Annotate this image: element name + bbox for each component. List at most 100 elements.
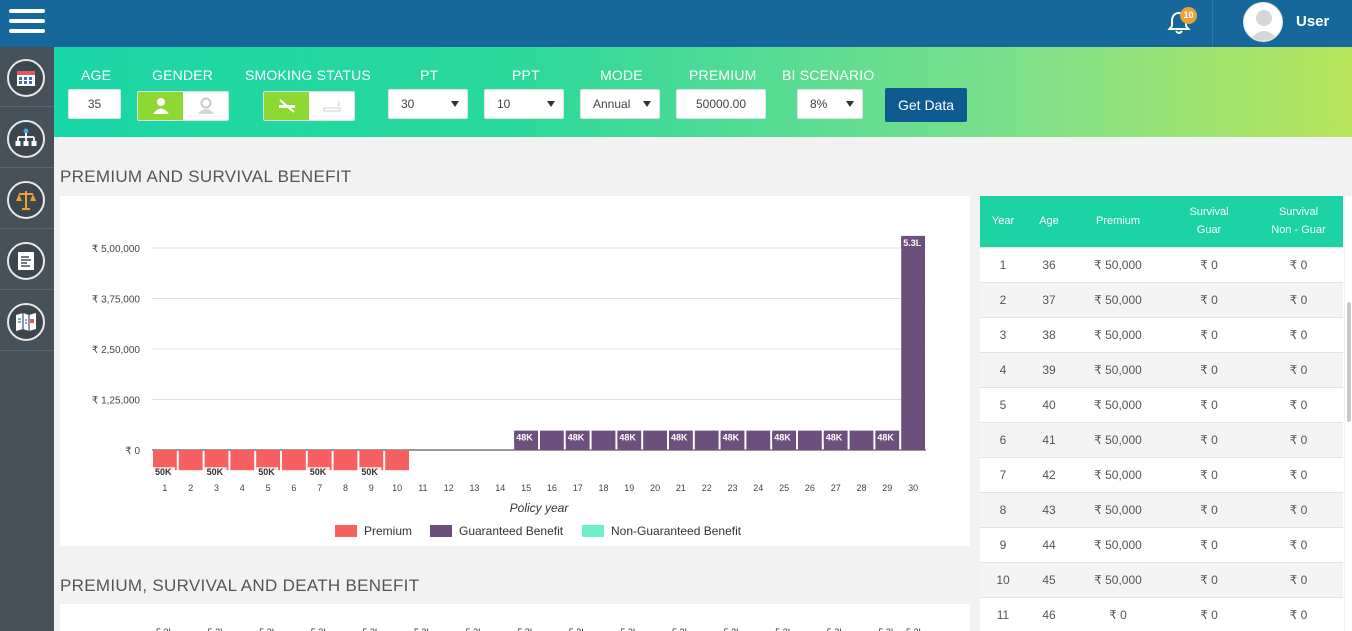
x-tick-label: 22 [702, 483, 712, 493]
age-input[interactable]: 35 [68, 89, 121, 119]
pt-label: PT [420, 67, 439, 83]
x-tick-label: 13 [469, 483, 479, 493]
table-cell: 10 [980, 561, 1026, 597]
table-header-cell: Survival Guar [1164, 196, 1254, 247]
sidebar-item-compare[interactable] [0, 169, 54, 229]
table-cell: 45 [1026, 561, 1072, 597]
table-cell: ₹ 0 [1164, 316, 1254, 352]
chart2-title: PREMIUM, SURVIVAL AND DEATH BENEFIT [60, 576, 420, 595]
menu-icon[interactable] [9, 9, 45, 35]
data-label-background [875, 432, 898, 443]
avatar[interactable] [1243, 2, 1283, 42]
x-tick-label: 25 [779, 483, 789, 493]
data-label: 48K [877, 433, 894, 443]
benefit-table: Year Age Premium Survival Guar Survival Non - … [980, 196, 1344, 631]
mode-value: Annual [593, 97, 631, 111]
x-tick-label: 21 [676, 483, 686, 493]
data-label: 5.3L [466, 627, 484, 631]
pt-select[interactable]: 30 [388, 89, 468, 119]
bar [694, 430, 719, 450]
calendar-icon [17, 71, 35, 86]
x-tick-label: 30 [908, 483, 918, 493]
table-cell: 40 [1026, 386, 1072, 422]
sidebar-item-hierarchy[interactable] [0, 108, 54, 168]
smoker-option[interactable] [309, 92, 354, 120]
pt-value: 30 [401, 97, 415, 111]
bi-scenario-select[interactable]: 8% [797, 89, 863, 119]
table-cell: 5 [980, 386, 1026, 422]
gender-female-option[interactable] [183, 92, 228, 120]
cigarette-icon [323, 100, 340, 112]
table-cell: 41 [1026, 421, 1072, 457]
non-smoker-option[interactable] [264, 92, 309, 120]
ppt-select[interactable]: 10 [484, 89, 564, 119]
table-cell: ₹ 50,000 [1072, 246, 1164, 282]
get-data-button[interactable]: Get Data [885, 88, 967, 122]
table-cell: ₹ 50,000 [1072, 316, 1164, 352]
data-label-background [565, 432, 588, 443]
sidebar-item-calendar[interactable] [0, 47, 54, 107]
table-row: 1 36 ₹ 50,000 ₹ 0 ₹ 0 [980, 246, 1343, 282]
table-header-row: Year Age Premium Survival Guar Survival Non - … [980, 196, 1343, 247]
x-tick-label: 29 [882, 483, 892, 493]
legend-swatch [430, 525, 452, 537]
no-smoking-icon [278, 99, 295, 113]
bar [385, 450, 409, 471]
data-label: 48K [723, 433, 740, 443]
bar [746, 430, 771, 450]
x-tick-label: 14 [495, 483, 505, 493]
y-tick-label: ₹ 2,50,000 [92, 345, 141, 356]
data-label: 5.3L [517, 627, 535, 631]
x-axis-label: Policy year [510, 501, 570, 515]
table-cell: ₹ 50,000 [1072, 456, 1164, 492]
user-name[interactable]: User [1296, 13, 1330, 30]
table-cell: 36 [1026, 246, 1072, 282]
document-icon [18, 252, 34, 270]
y-tick-label: ₹ 5,00,000 [92, 244, 141, 255]
table-cell: 43 [1026, 491, 1072, 527]
table-cell: ₹ 0 [1254, 421, 1343, 457]
premium-survival-death-chart-card: 5.3L 5.3L 5.3L 5.3L 5.3L 5.3L 5.3L 5.3L 5.3L 5.3L… [60, 604, 970, 631]
scales-icon [16, 191, 36, 210]
bar [359, 450, 384, 471]
chevron-down-icon [547, 101, 555, 107]
notification-badge: 10 [1180, 7, 1197, 24]
premium-input[interactable]: 50000.00 [676, 89, 766, 119]
table-cell: ₹ 0 [1164, 596, 1254, 631]
data-label-background [359, 467, 382, 478]
sidebar-item-brochure[interactable] [0, 291, 54, 351]
mode-select[interactable]: Annual [580, 89, 660, 119]
bar [901, 235, 925, 450]
data-label: 5.3L [906, 627, 924, 631]
table-cell: ₹ 0 [1072, 596, 1164, 631]
user-avatar-icon [1249, 10, 1279, 41]
x-tick-label: 12 [444, 483, 454, 493]
data-label-background [669, 432, 691, 443]
data-label: 5.3L [311, 627, 329, 631]
sidebar-item-document[interactable] [0, 230, 54, 290]
x-tick-label: 1 [162, 483, 167, 493]
chevron-down-icon [451, 101, 459, 107]
table-row: 3 38 ₹ 50,000 ₹ 0 ₹ 0 [980, 316, 1343, 352]
table-header-cell: Premium [1072, 196, 1164, 247]
data-label: 5.3L [156, 627, 174, 631]
table-row: 8 43 ₹ 50,000 ₹ 0 ₹ 0 [980, 491, 1343, 527]
scrollbar-thumb[interactable] [1347, 302, 1351, 422]
table-cell: ₹ 0 [1254, 386, 1343, 422]
smoking-label: SMOKING STATUS [245, 67, 371, 83]
table-row: 4 39 ₹ 50,000 ₹ 0 ₹ 0 [980, 351, 1343, 387]
data-label: 5.3L [724, 627, 742, 631]
data-label: 50K [361, 467, 378, 477]
gender-male-option[interactable] [138, 92, 183, 120]
bar [643, 430, 667, 450]
table-row: 2 37 ₹ 50,000 ₹ 0 ₹ 0 [980, 281, 1343, 317]
x-tick-label: 3 [214, 483, 219, 493]
x-tick-label: 26 [805, 483, 815, 493]
data-label: 5.3L [362, 627, 380, 631]
bar [307, 450, 332, 471]
table-cell: ₹ 0 [1164, 491, 1254, 527]
table-header-cell: Age [1026, 196, 1072, 247]
data-label: 50K [310, 467, 327, 477]
data-label: 48K [516, 433, 533, 443]
table-cell: ₹ 50,000 [1072, 491, 1164, 527]
